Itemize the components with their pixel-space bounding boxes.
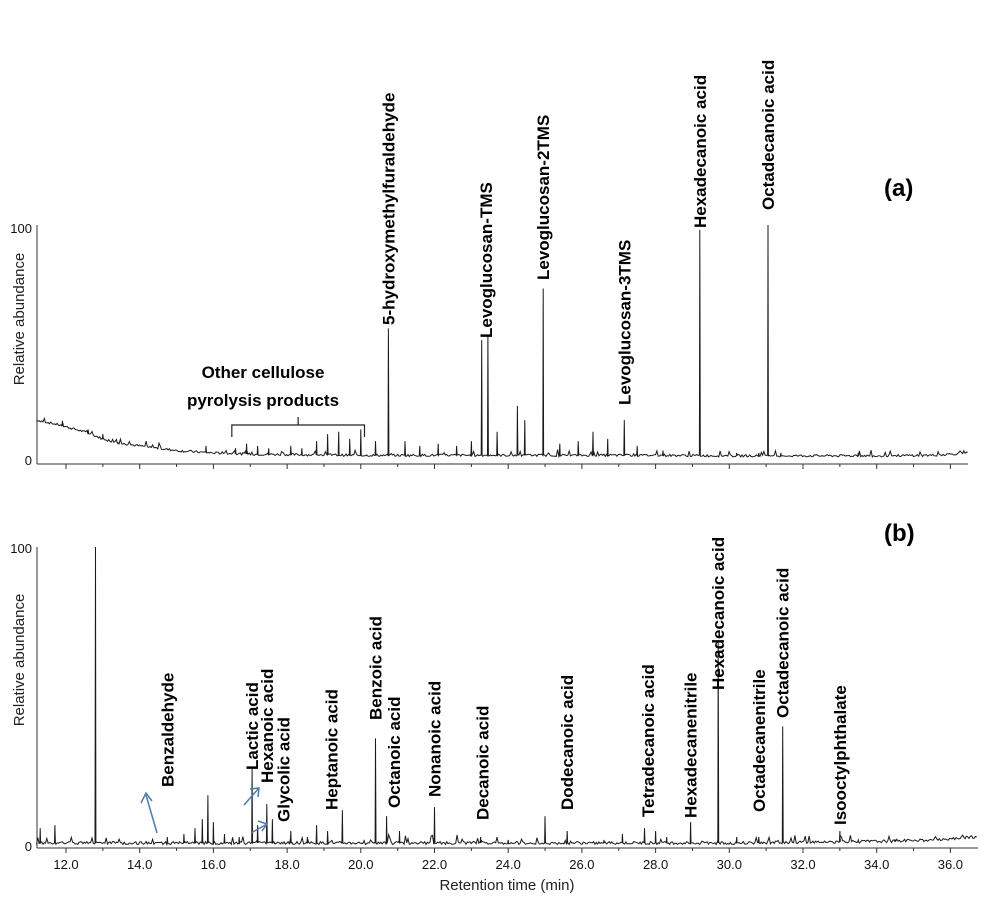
x-tick-label: 22.0 (422, 857, 447, 872)
panel-b-y-tick-top: 100 (10, 541, 32, 556)
peak-label: Isooctylphthalate (831, 685, 850, 825)
peak-label: Hexadecanoic acid (709, 537, 728, 690)
peak-label: Hexadecanoic acid (691, 75, 710, 228)
x-tick-label: 24.0 (496, 857, 521, 872)
peak-label: 5-hydroxymethylfuraldehyde (379, 93, 398, 325)
x-tick-label: 26.0 (569, 857, 594, 872)
arrow-glycolic (250, 823, 268, 834)
peak-label: Hexadecanenitrile (682, 672, 701, 818)
panel-a-y-tick-top: 100 (10, 221, 32, 236)
peak-label: Hexanoic acid (258, 669, 277, 783)
panel-b-tag: (b) (884, 520, 915, 547)
peak-label: Dodecanoic acid (558, 675, 577, 810)
arrow-head-glycolic (257, 820, 269, 832)
group-label-line-2: pyrolysis products (187, 391, 339, 410)
peak-label: Benzaldehyde (158, 673, 177, 787)
x-tick-label: 28.0 (643, 857, 668, 872)
group-label: Other cellulose pyrolysis products (187, 363, 366, 437)
peak-label: Heptanoic acid (322, 689, 341, 810)
peak-label: Levoglucosan-TMS (477, 182, 496, 338)
x-tick-label: 14.0 (127, 857, 152, 872)
panel-a-y-axis-title: Relative abundance (11, 253, 28, 386)
panel-b-y-axis-title: Relative abundance (11, 594, 28, 727)
panel-a-peak-labels: 5-hydroxymethylfuraldehyde Levoglucosan-T… (379, 60, 778, 405)
x-tick-label: 36.0 (938, 857, 963, 872)
x-tick-label: 34.0 (864, 857, 889, 872)
x-tick-label: 30.0 (717, 857, 742, 872)
arrow-head-benzaldehyde (140, 791, 153, 804)
panel-a-y-tick-bottom: 0 (25, 453, 32, 468)
panel-a-trace (36, 224, 968, 459)
label-arrows (140, 787, 269, 834)
panel-b-y-tick-bottom: 0 (25, 839, 32, 854)
x-tick-label: 16.0 (201, 857, 226, 872)
peak-label: Nonanoic acid (426, 681, 445, 797)
x-tick-label: 12.0 (53, 857, 78, 872)
peak-label: Tetradecanoic acid (639, 664, 658, 817)
peak-label: Levoglucosan-3TMS (615, 240, 634, 405)
panel-b: (b) Relative abundance 100 0 12.0 14.0 16.… (10, 520, 978, 894)
group-bracket (231, 417, 366, 437)
x-axis-title: Retention time (min) (439, 877, 574, 894)
panel-a-tag: (a) (884, 175, 913, 202)
panel-b-trace (36, 546, 977, 847)
peak-label: Octadecanenitrile (750, 669, 769, 812)
peak-label: Octadecanoic acid (759, 60, 778, 210)
arrow-head-hexanoic (249, 787, 260, 798)
peak-label: Levoglucosan-2TMS (534, 115, 553, 280)
peak-label: Octadecanoic acid (774, 568, 793, 718)
peak-label: Glycolic acid (274, 717, 293, 822)
peak-label: Decanoic acid (473, 706, 492, 820)
panel-a: (a) Relative abundance 100 0 5-hydroxyme… (10, 60, 968, 469)
x-tick-label: 32.0 (790, 857, 815, 872)
x-tick-label: 18.0 (274, 857, 299, 872)
panel-b-x-ticks: 12.0 14.0 16.0 18.0 20.0 22.0 24.0 26.0 28.0 30.0… (53, 848, 963, 872)
arrow-benzaldehyde (145, 794, 158, 834)
peak-label: Octanoic acid (385, 697, 404, 808)
arrow-hexanoic (243, 787, 260, 806)
group-label-line-1: Other cellulose (202, 363, 325, 382)
peak-label: Benzoic acid (367, 616, 386, 720)
peak-label: Lactic acid (243, 682, 262, 770)
x-tick-label: 20.0 (348, 857, 373, 872)
panel-a-x-ticks (65, 464, 951, 469)
